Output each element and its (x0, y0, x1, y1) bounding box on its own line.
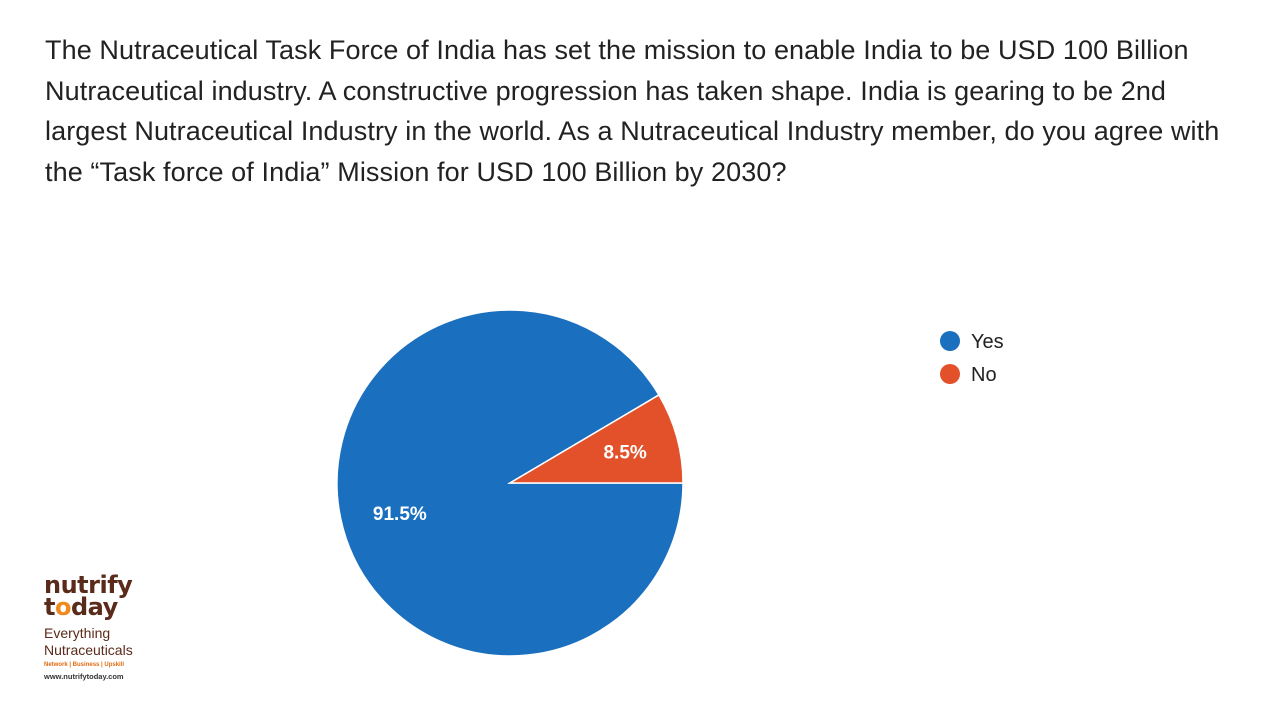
logo-tagline-1: Everything (44, 625, 111, 641)
legend-label-yes: Yes (971, 331, 1004, 353)
nutrify-today-logo: nutrify today Everything Nutraceuticals … (44, 571, 204, 681)
pie-label-no: 8.5% (603, 443, 646, 464)
legend-label-no: No (971, 364, 997, 386)
legend-swatch-yes (940, 331, 960, 351)
chart-legend: Yes No (940, 331, 1004, 386)
pie-slices (336, 309, 684, 657)
pie-slice-no (507, 393, 684, 484)
logo-wordmark-line2: today (44, 593, 204, 621)
logo-tagline-2: Nutraceuticals (44, 642, 133, 658)
logo-url: www.nutrifytoday.com (44, 672, 124, 681)
pie-labels: 91.5% 8.5% (373, 443, 647, 526)
pie-label-yes: 91.5% (373, 504, 427, 525)
legend-swatch-no (940, 364, 960, 384)
logo-line2-pre: t (44, 593, 55, 621)
logo-line2-o: o (54, 593, 72, 621)
logo-line2-post: day (70, 593, 118, 621)
logo-subtitle: Network | Business | Upskill (44, 662, 125, 668)
logo-wordmark-line1: nutrify (44, 571, 133, 599)
survey-question: The Nutraceutical Task Force of India ha… (45, 35, 1220, 187)
